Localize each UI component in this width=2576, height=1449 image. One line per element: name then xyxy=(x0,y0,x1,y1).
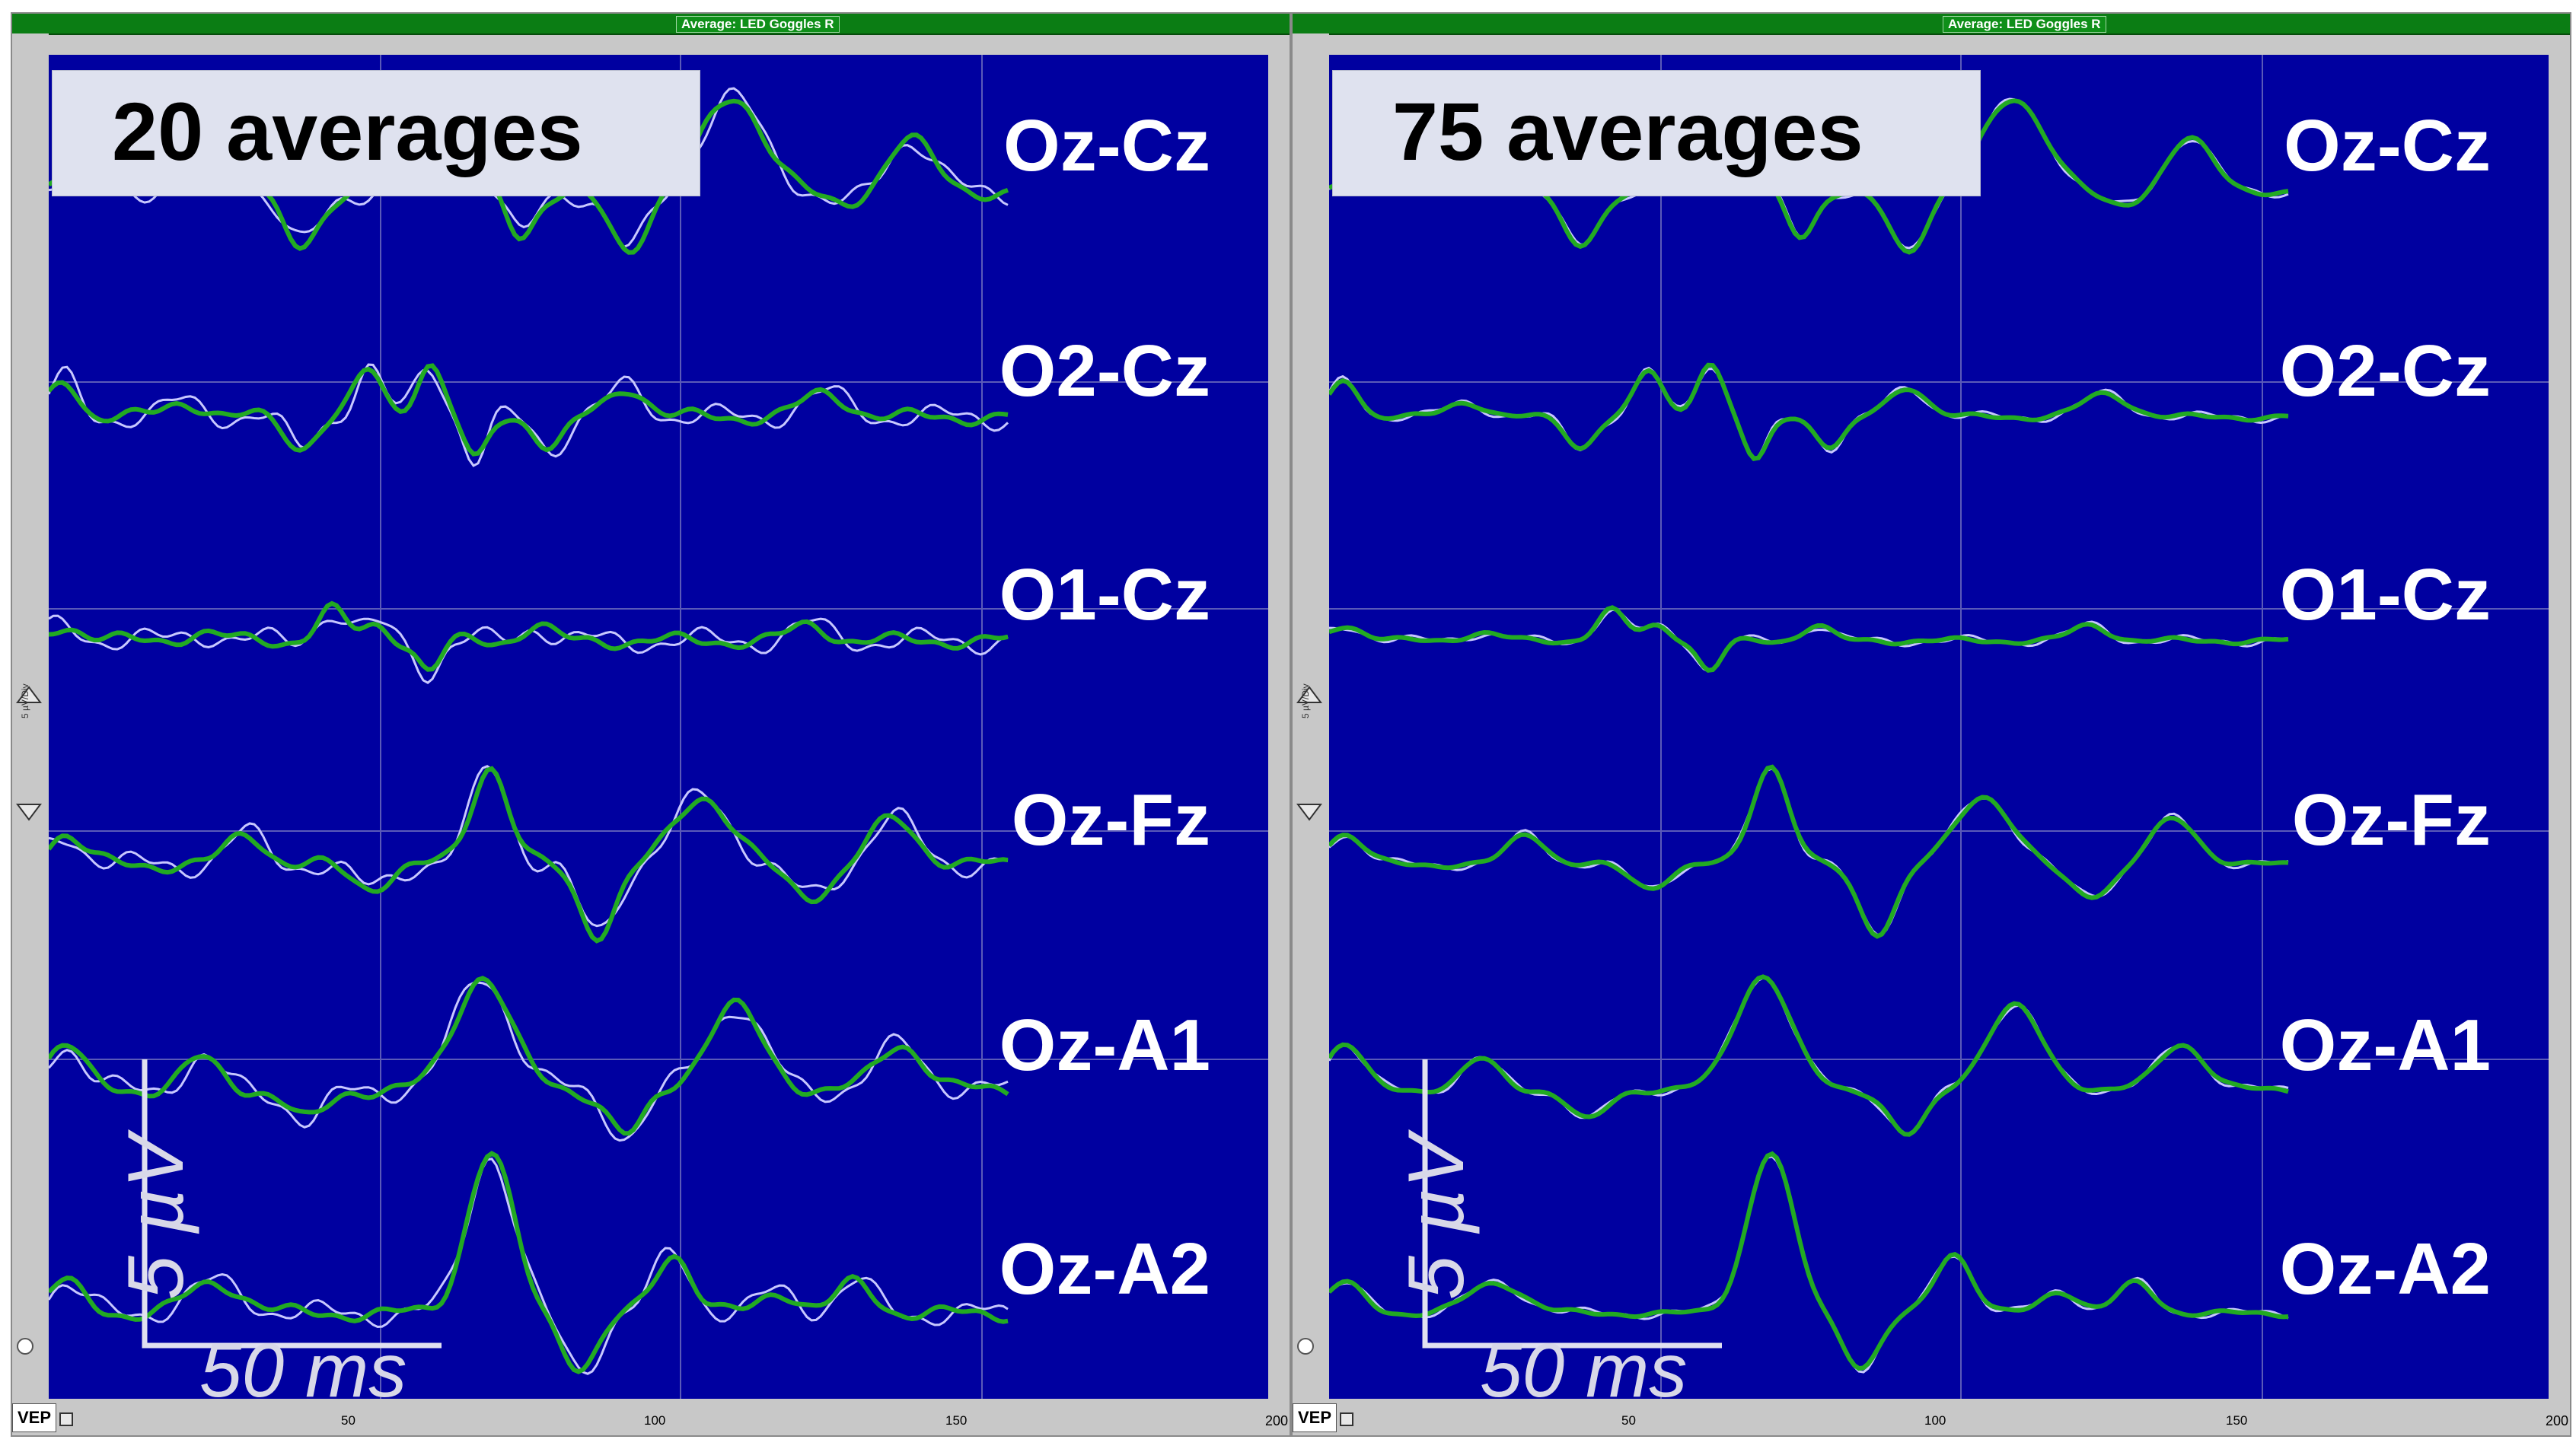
x-end-label[interactable]: 200 xyxy=(2545,1413,2568,1428)
channel-label: Oz-A2 xyxy=(2279,1228,2491,1310)
channel-label: Oz-Fz xyxy=(1011,779,1210,861)
waveform-trace-white xyxy=(49,614,1009,685)
waveform-trace-green xyxy=(1329,1151,2289,1371)
calibration-scale-bar xyxy=(142,1059,442,1349)
waveform-trace-green xyxy=(49,766,1009,944)
scale-bar-time-label: 50 ms xyxy=(199,1328,407,1402)
x-tick-label: 50 xyxy=(1621,1413,1636,1428)
time-axis-bar: VEP 50 100 150 200 xyxy=(12,1399,1290,1435)
x-tick-label: 100 xyxy=(644,1413,666,1428)
pin-icon[interactable] xyxy=(1297,1338,1314,1355)
channel-label: Oz-Fz xyxy=(2291,779,2491,861)
pin-icon[interactable] xyxy=(17,1338,33,1355)
channel-label: Oz-A1 xyxy=(999,1005,1210,1086)
averages-label-box: 20 averages xyxy=(52,70,700,196)
channel-label: Oz-Cz xyxy=(1003,105,1210,186)
left-tool-strip: 5 µV/Div xyxy=(1293,33,1329,1399)
channel-label: O2-Cz xyxy=(2279,330,2491,412)
x-tick-label: 150 xyxy=(945,1413,968,1428)
channel-label: Oz-A1 xyxy=(2279,1005,2491,1086)
waveform-traces xyxy=(1329,55,2549,1402)
channel-label: Oz-Cz xyxy=(2284,105,2491,186)
window-title: Average: LED Goggles R xyxy=(1943,16,2106,33)
waveform-plot[interactable]: 75 averages Oz-Cz O2-Cz O1-Cz Oz-Fz Oz-A… xyxy=(1329,55,2549,1402)
scale-down-icon[interactable] xyxy=(1296,802,1323,822)
waveform-trace-green xyxy=(1329,605,2289,673)
scale-up-icon[interactable] xyxy=(15,685,43,705)
waveform-trace-green xyxy=(49,600,1009,672)
scale-up-icon[interactable] xyxy=(1296,685,1323,705)
x-tick-label: 150 xyxy=(2226,1413,2248,1428)
scale-down-icon[interactable] xyxy=(15,802,43,822)
waveform-trace-green xyxy=(49,363,1009,457)
scale-bar-amplitude-label: 5 µV xyxy=(1392,1135,1481,1300)
x-end-label[interactable]: 200 xyxy=(1264,1413,1288,1428)
averaging-window-left: Average: LED Goggles R 5 µV/Div 20 avera… xyxy=(11,12,1291,1437)
scale-bar-amplitude-label: 5 µV xyxy=(112,1135,200,1300)
time-axis-bar: VEP 50 100 150 200 xyxy=(1293,1399,2570,1435)
waveform-trace-green xyxy=(49,1151,1009,1374)
x-tick-label: 100 xyxy=(1924,1413,1946,1428)
window-title: Average: LED Goggles R xyxy=(676,16,840,33)
calibration-scale-bar xyxy=(1422,1059,1722,1349)
waveform-trace-green xyxy=(49,976,1009,1136)
channel-label: O1-Cz xyxy=(2279,554,2491,635)
averages-label-box: 75 averages xyxy=(1332,70,1981,196)
amplitude-scale-label: 5 µV/Div xyxy=(20,683,30,718)
scroll-left-icon[interactable] xyxy=(59,1412,73,1426)
waveform-plot[interactable]: 20 averages Oz-Cz O2-Cz O1-Cz Oz-Fz Oz-A… xyxy=(49,55,1268,1402)
channel-label: O1-Cz xyxy=(999,554,1210,635)
waveform-trace-white xyxy=(49,765,1009,928)
channel-label: Oz-A2 xyxy=(999,1228,1210,1310)
waveform-trace-green xyxy=(1329,974,2289,1137)
amplitude-scale-label: 5 µV/Div xyxy=(1300,683,1311,718)
channel-label: O2-Cz xyxy=(999,330,1210,412)
waveform-trace-green xyxy=(1329,764,2289,939)
scroll-left-icon[interactable] xyxy=(1340,1412,1353,1426)
scale-bar-time-label: 50 ms xyxy=(1480,1328,1688,1402)
averages-label: 75 averages xyxy=(1392,85,1863,177)
mode-button[interactable]: VEP xyxy=(12,1403,56,1432)
window-titlebar[interactable]: Average: LED Goggles R xyxy=(12,14,1290,35)
averaging-window-right: Average: LED Goggles R 5 µV/Div 75 avera… xyxy=(1291,12,2571,1437)
averages-label: 20 averages xyxy=(112,85,583,177)
mode-button[interactable]: VEP xyxy=(1293,1403,1337,1432)
x-tick-label: 50 xyxy=(341,1413,355,1428)
window-titlebar[interactable]: Average: LED Goggles R xyxy=(1293,14,2570,35)
waveform-trace-green xyxy=(1329,362,2289,461)
left-tool-strip: 5 µV/Div xyxy=(12,33,49,1399)
waveform-traces xyxy=(49,55,1268,1402)
